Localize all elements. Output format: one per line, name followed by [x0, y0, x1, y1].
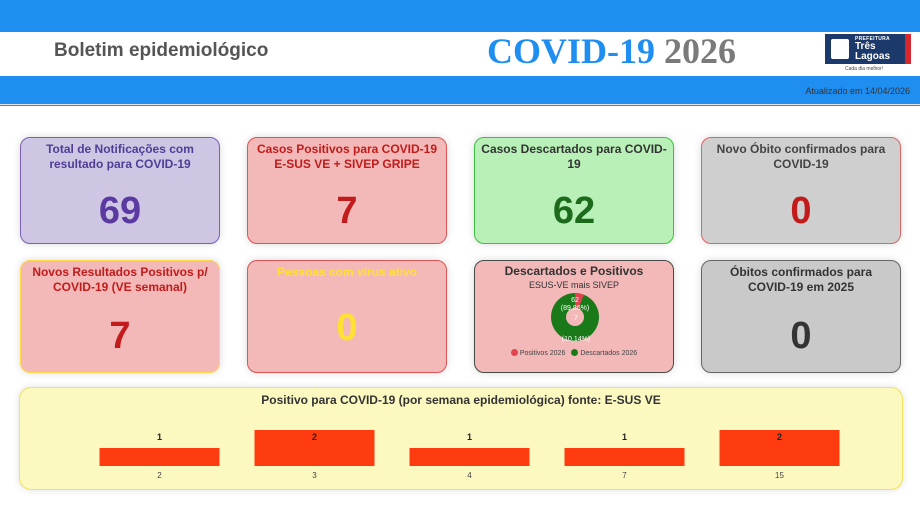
x-tick-label: 2	[157, 471, 162, 480]
crest-icon	[831, 39, 849, 59]
bar-value-label: 1	[157, 432, 162, 442]
bar-value-label: 1	[622, 432, 627, 442]
logo-tagline: Cada dia melhor!	[845, 66, 884, 72]
legend-dot-descartados	[571, 349, 579, 356]
chart-title: Positivo para COVID-19 (por semana epide…	[261, 393, 661, 407]
x-tick-label: 15	[775, 471, 784, 480]
legend-dot-positivos	[510, 349, 518, 356]
pie-legend: Positivos 2026 Descartados 2026	[475, 349, 673, 357]
card-value: 62	[552, 190, 596, 232]
bar-value-label: 2	[312, 432, 317, 442]
bar-week-7	[564, 448, 685, 466]
blue-band	[0, 76, 920, 106]
card-casos-positivos: Casos Positivos para COVID-19 E-SUS VE +…	[247, 137, 447, 244]
bar-value-label: 2	[777, 432, 782, 442]
card-value: 7	[109, 315, 131, 357]
divider	[0, 104, 920, 105]
card-total-notificacoes: Total de Notificações com resultado para…	[20, 137, 220, 244]
covid-title-year: 2026	[664, 31, 736, 71]
pie-pct-positivos: (10,14%)	[562, 336, 590, 343]
legend-positivos: Positivos 2026	[510, 349, 566, 357]
card-label: Novo Óbito confirmados para COVID-19	[716, 142, 886, 171]
card-label: Total de Notificações com resultado para…	[46, 142, 194, 171]
card-label: Casos Positivos para COVID-19 E-SUS VE +…	[256, 142, 438, 171]
card-obitos-2025: Óbitos confirmados para COVID-19 em 2025…	[701, 260, 901, 373]
header: Boletim epidemiológico COVID-19 2026 PRE…	[0, 30, 920, 76]
card-label: Novos Resultados Positivos p/ COVID-19 (…	[32, 265, 208, 294]
logo-stripe	[905, 34, 911, 64]
pie-label-descartados: 62	[571, 297, 579, 304]
bar-week-2	[99, 448, 220, 466]
pie-subtitle: ESUS-VE mais SIVEP	[528, 280, 620, 290]
card-value: 0	[336, 307, 358, 349]
bar-chart-svg: 1 2 2 3 1 4 1 7 2 15	[99, 430, 840, 480]
bar-week-4	[409, 448, 530, 466]
card-casos-descartados: Casos Descartados para COVID-19 62	[474, 137, 674, 244]
card-virus-ativo: Pessoas com vírus ativo 0	[247, 260, 447, 373]
prefeitura-logo: PREFEITURA Três Lagoas	[825, 34, 911, 64]
card-label: Óbitos confirmados para COVID-19 em 2025	[729, 265, 873, 294]
pie-pct-descartados: (89,86%)	[561, 305, 589, 312]
x-tick-label: 3	[312, 471, 317, 480]
pie-label-positivos: 7	[574, 315, 578, 322]
updated-date: Atualizado em 14/04/2026	[805, 86, 910, 96]
x-tick-label: 7	[622, 471, 627, 480]
legend-positivos-label: Positivos 2026	[519, 350, 566, 357]
pie-chart: 62 (89,86%) 7 (10,14%)	[551, 292, 599, 343]
x-tick-label: 4	[467, 471, 472, 480]
top-blue-bar	[0, 0, 920, 32]
card-label: Pessoas com vírus ativo	[276, 265, 418, 279]
bar-week-3	[254, 430, 375, 466]
card-label: Casos Descartados para COVID-19	[481, 142, 667, 171]
legend-descartados: Descartados 2026	[571, 349, 637, 357]
card-value: 69	[98, 190, 142, 232]
page-title: Boletim epidemiológico	[54, 40, 269, 61]
bar-week-15	[719, 430, 840, 466]
covid-title-main: COVID-19	[487, 31, 655, 71]
card-novo-obito: Novo Óbito confirmados para COVID-19 0	[701, 137, 901, 244]
pie-center	[566, 308, 584, 326]
card-descartados-positivos: Descartados e Positivos ESUS-VE mais SIV…	[474, 260, 674, 373]
covid-title: COVID-19 2026	[487, 30, 736, 72]
logo-line2: Três Lagoas	[855, 41, 891, 62]
card-value: 0	[790, 190, 812, 232]
card-value: 0	[790, 315, 812, 357]
card-value: 7	[336, 190, 358, 232]
pie-title: Descartados e Positivos	[504, 264, 644, 278]
bar-value-label: 1	[467, 432, 472, 442]
legend-descartados-label: Descartados 2026	[580, 350, 638, 357]
weekly-positive-chart: Positivo para COVID-19 (por semana epide…	[19, 387, 903, 490]
card-novos-positivos: Novos Resultados Positivos p/ COVID-19 (…	[20, 260, 220, 373]
logo-line1: PREFEITURA	[855, 36, 890, 42]
